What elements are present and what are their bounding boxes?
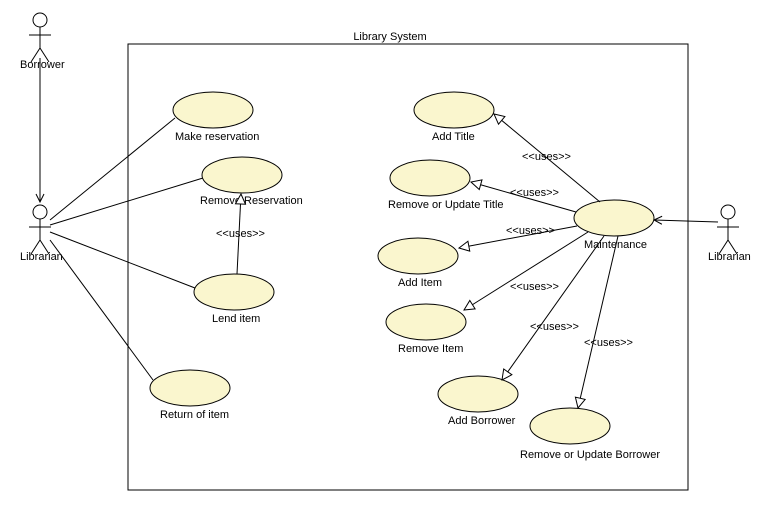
usecase-remove_item-label: Remove Item <box>398 343 463 355</box>
usecase-add_title <box>414 92 494 128</box>
actor-borrower-label: Borrower <box>20 59 65 71</box>
association-1 <box>50 118 175 220</box>
association-4 <box>50 240 153 380</box>
usecase-remove_item <box>386 304 466 340</box>
uses-edge-5 <box>502 236 604 380</box>
uses-label-2: <<uses>> <box>510 187 559 199</box>
uses-label-4: <<uses>> <box>510 281 559 293</box>
uses-label-5: <<uses>> <box>530 321 579 333</box>
usecase-make_reservation-label: Make reservation <box>175 131 259 143</box>
usecase-remove_update_borrower <box>530 408 610 444</box>
association-3 <box>50 232 195 288</box>
actor-librarian-left-label: Librarian <box>20 251 63 263</box>
usecase-lend_item <box>194 274 274 310</box>
uses-label-3: <<uses>> <box>506 225 555 237</box>
usecase-return_item-label: Return of item <box>160 409 229 421</box>
system-title: Library System <box>353 31 426 43</box>
usecase-remove_update_title <box>390 160 470 196</box>
actor-librarian-right-label: Librarian <box>708 251 751 263</box>
usecase-lend_item-label: Lend item <box>212 313 260 325</box>
usecase-remove_update_borrower-label: Remove or Update Borrower <box>520 449 660 461</box>
usecase-add_item-label: Add Item <box>398 277 442 289</box>
uses-label-0: <<uses>> <box>216 228 265 240</box>
usecase-remove_reservation <box>202 157 282 193</box>
usecase-return_item <box>150 370 230 406</box>
usecase-maintenance <box>574 200 654 236</box>
usecase-add_title-label: Add Title <box>432 131 475 143</box>
uses-edge-6 <box>578 236 618 408</box>
usecase-add_borrower <box>438 376 518 412</box>
usecase-add_item <box>378 238 458 274</box>
usecase-add_borrower-label: Add Borrower <box>448 415 516 427</box>
association-5 <box>654 220 718 222</box>
usecase-remove_update_title-label: Remove or Update Title <box>388 199 504 211</box>
actor-borrower <box>29 13 51 62</box>
actor-librarian-right <box>717 205 739 254</box>
usecase-make_reservation <box>173 92 253 128</box>
actor-librarian-left <box>29 205 51 254</box>
uses-label-1: <<uses>> <box>522 151 571 163</box>
uses-label-6: <<uses>> <box>584 337 633 349</box>
usecase-remove_reservation-label: Remove Reservation <box>200 195 303 207</box>
